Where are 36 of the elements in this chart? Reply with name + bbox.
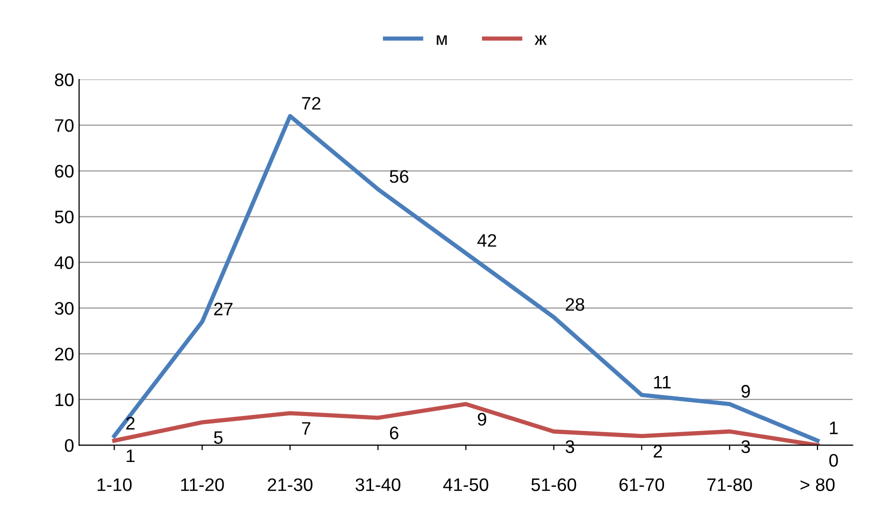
data-label: 9 bbox=[478, 412, 486, 426]
x-tick-label: 21-30 bbox=[268, 478, 312, 492]
legend-label: м bbox=[436, 35, 447, 45]
data-label: 6 bbox=[390, 426, 398, 440]
data-label: 5 bbox=[214, 431, 223, 444]
x-tick-label: 51-60 bbox=[531, 478, 576, 492]
y-tick-label: 0 bbox=[64, 439, 74, 452]
data-label: 7 bbox=[302, 422, 310, 435]
x-tick-label: > 80 bbox=[800, 478, 835, 492]
data-label: 2 bbox=[126, 416, 135, 430]
x-tick-label: 1-10 bbox=[98, 478, 132, 492]
data-label: 28 bbox=[566, 298, 584, 311]
x-tick-label: 61-70 bbox=[620, 478, 664, 492]
x-tick-label: 11-20 bbox=[181, 478, 224, 492]
y-tick-label: 50 bbox=[54, 210, 74, 224]
x-tick-label: 71-80 bbox=[707, 478, 752, 492]
data-label: 1 bbox=[126, 450, 135, 462]
y-tick-label: 10 bbox=[56, 393, 74, 406]
y-tick-label: 40 bbox=[54, 256, 74, 270]
data-label: 72 bbox=[302, 96, 320, 110]
x-tick-label: 31-40 bbox=[356, 478, 400, 492]
y-tick-label: 20 bbox=[55, 348, 74, 360]
y-tick-label: 60 bbox=[55, 164, 74, 178]
legend-label: ж bbox=[534, 35, 547, 45]
data-label: 2 bbox=[654, 444, 662, 458]
y-tick-label: 70 bbox=[55, 119, 74, 132]
data-label: 9 bbox=[742, 384, 750, 398]
x-tick-label: 41-50 bbox=[443, 478, 488, 492]
y-tick-label: 80 bbox=[54, 73, 74, 86]
data-label: 0 bbox=[829, 454, 838, 467]
data-label: 27 bbox=[214, 302, 232, 316]
data-label: 42 bbox=[477, 234, 496, 247]
data-label: 56 bbox=[390, 170, 408, 183]
data-label: 11 bbox=[654, 376, 671, 388]
data-label: 1 bbox=[830, 422, 838, 434]
y-tick-label: 30 bbox=[54, 302, 74, 315]
